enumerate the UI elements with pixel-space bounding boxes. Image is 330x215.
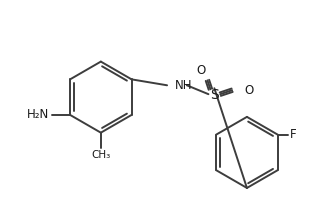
Text: NH: NH — [175, 79, 192, 92]
Text: CH₃: CH₃ — [91, 150, 111, 160]
Text: O: O — [196, 64, 205, 77]
Text: S: S — [210, 88, 219, 102]
Text: O: O — [244, 84, 253, 97]
Text: F: F — [289, 128, 296, 141]
Text: H₂N: H₂N — [27, 108, 50, 121]
